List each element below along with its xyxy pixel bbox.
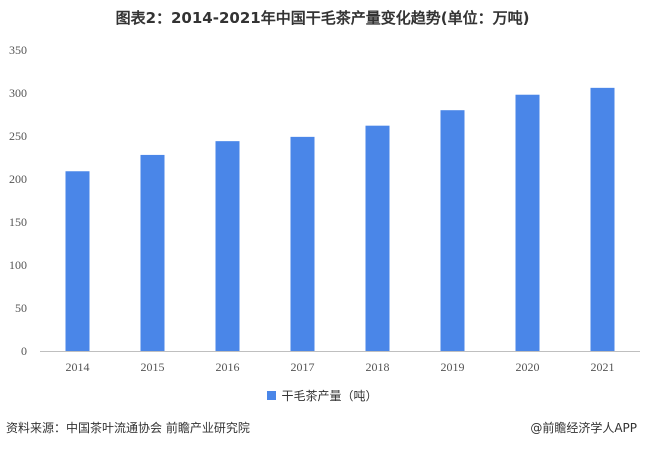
y-axis-ticks: 0 50 100 150 200 250 300 350 (9, 43, 27, 358)
x-tick-label: 2019 (441, 360, 465, 374)
x-tick-label: 2016 (216, 360, 240, 374)
y-tick-label: 50 (15, 301, 27, 315)
x-axis-ticks: 2014 2015 2016 2017 2018 2019 2020 2021 (66, 360, 615, 374)
bar-2020 (515, 94, 540, 351)
x-tick-label: 2020 (516, 360, 540, 374)
y-tick-label: 200 (9, 172, 27, 186)
y-tick-label: 0 (21, 344, 27, 358)
bar-2017 (290, 136, 315, 351)
x-tick-label: 2015 (141, 360, 165, 374)
legend: 干毛茶产量（吨） (0, 387, 645, 404)
bar-2018 (365, 125, 390, 352)
bar-2019 (440, 110, 465, 351)
legend-swatch (267, 391, 277, 400)
bar-2016 (215, 141, 240, 351)
bar-2015 (140, 154, 165, 351)
y-tick-label: 300 (9, 86, 27, 100)
legend-label: 干毛茶产量（吨） (281, 389, 378, 403)
chart-title: 图表2：2014-2021年中国干毛茶产量变化趋势(单位：万吨) (115, 9, 530, 27)
y-tick-label: 150 (9, 215, 27, 229)
y-tick-label: 100 (9, 258, 27, 272)
bars (65, 87, 615, 352)
x-tick-label: 2017 (291, 360, 315, 374)
y-tick-label: 250 (9, 129, 27, 143)
bar-2021 (590, 87, 615, 351)
source-note: 资料来源：中国茶叶流通协会 前瞻产业研究院 (6, 421, 250, 435)
x-tick-label: 2018 (366, 360, 390, 374)
x-tick-label: 2014 (66, 360, 90, 374)
bar-2014 (65, 171, 90, 351)
x-tick-label: 2021 (591, 360, 615, 374)
brand-credit: @前瞻经济学人APP (530, 421, 637, 435)
y-tick-label: 350 (9, 43, 27, 57)
